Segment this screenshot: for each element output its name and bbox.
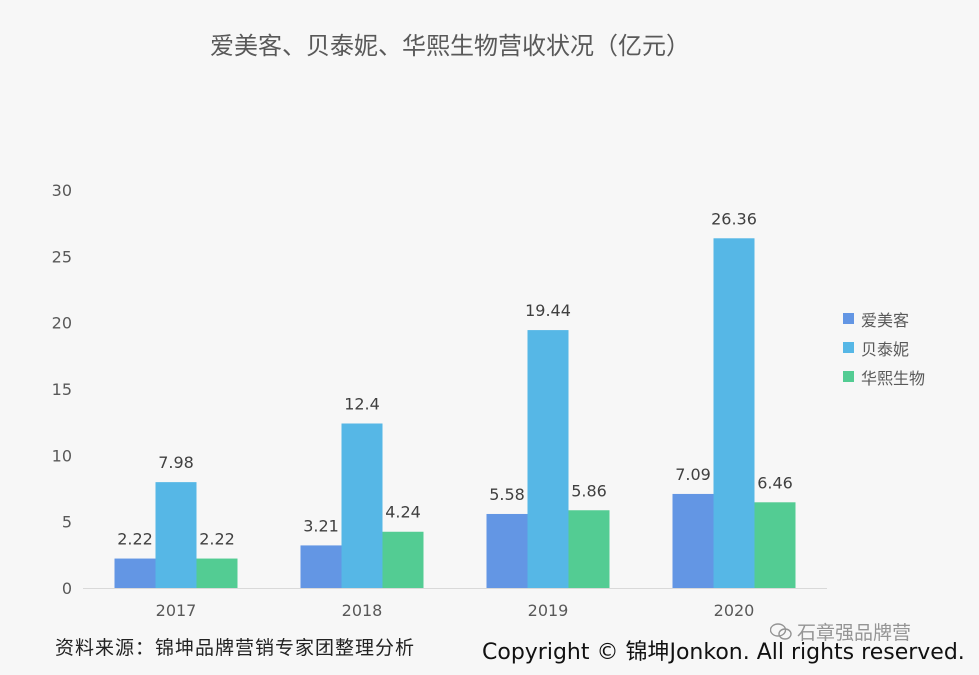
y-tick-label: 0 [62, 579, 72, 598]
data-label: 12.4 [344, 394, 380, 413]
y-tick-label: 30 [52, 181, 72, 200]
y-tick-label: 10 [52, 446, 72, 465]
x-tick-label: 2019 [528, 601, 569, 620]
legend-label: 贝泰妮 [861, 339, 910, 359]
watermark: 石章强品牌营 [770, 618, 911, 645]
data-label: 19.44 [525, 301, 571, 320]
chart-title: 爱美客、贝泰妮、华熙生物营收状况（亿元） [210, 32, 690, 60]
bar-2018-爱美客 [300, 545, 342, 588]
data-label: 26.36 [711, 209, 757, 228]
legend-item: 贝泰妮 [843, 333, 925, 362]
legend-swatch [843, 342, 854, 353]
bar-2017-华熙生物 [196, 558, 238, 588]
x-tick-label: 2018 [342, 601, 383, 620]
wechat-icon [770, 622, 792, 640]
legend-swatch [843, 371, 854, 382]
data-label: 2.22 [117, 530, 153, 549]
y-tick-label: 5 [62, 513, 72, 532]
bar-2017-爱美客 [114, 558, 156, 588]
watermark-text: 石章强品牌营 [797, 622, 912, 644]
legend-label: 华熙生物 [861, 368, 926, 388]
legend-swatch [843, 313, 854, 324]
data-label: 4.24 [385, 503, 421, 522]
y-tick-label: 15 [52, 380, 72, 399]
y-tick-label: 20 [52, 314, 72, 333]
data-label: 2.22 [199, 530, 235, 549]
x-tick-label: 2020 [714, 601, 755, 620]
data-label: 3.21 [303, 516, 339, 535]
y-tick-label: 25 [52, 247, 72, 266]
legend-label: 爱美客 [861, 310, 910, 330]
copyright-text: Copyright © 锦坤Jonkon. All rights reserve… [482, 640, 965, 665]
bar-2019-华熙生物 [568, 510, 610, 588]
x-tick-label: 2017 [156, 601, 197, 620]
data-label: 7.98 [158, 453, 194, 472]
bar-2019-贝泰妮 [527, 330, 569, 588]
bar-2019-爱美客 [486, 513, 528, 588]
source-note: 资料来源：锦坤品牌营销专家团整理分析 [55, 637, 416, 659]
data-label: 5.86 [571, 481, 607, 500]
data-label: 6.46 [757, 473, 793, 492]
bar-2018-华熙生物 [382, 531, 424, 588]
bar-2020-爱美客 [672, 493, 714, 588]
legend-item: 爱美客 [843, 304, 925, 333]
bar-2017-贝泰妮 [155, 482, 197, 588]
bar-2018-贝泰妮 [341, 423, 383, 588]
bar-2020-华熙生物 [754, 502, 796, 588]
data-label: 5.58 [489, 485, 525, 504]
legend-item: 华熙生物 [843, 362, 925, 391]
data-label: 7.09 [675, 465, 711, 484]
bar-2020-贝泰妮 [713, 238, 755, 589]
legend: 爱美客贝泰妮华熙生物 [843, 304, 925, 391]
